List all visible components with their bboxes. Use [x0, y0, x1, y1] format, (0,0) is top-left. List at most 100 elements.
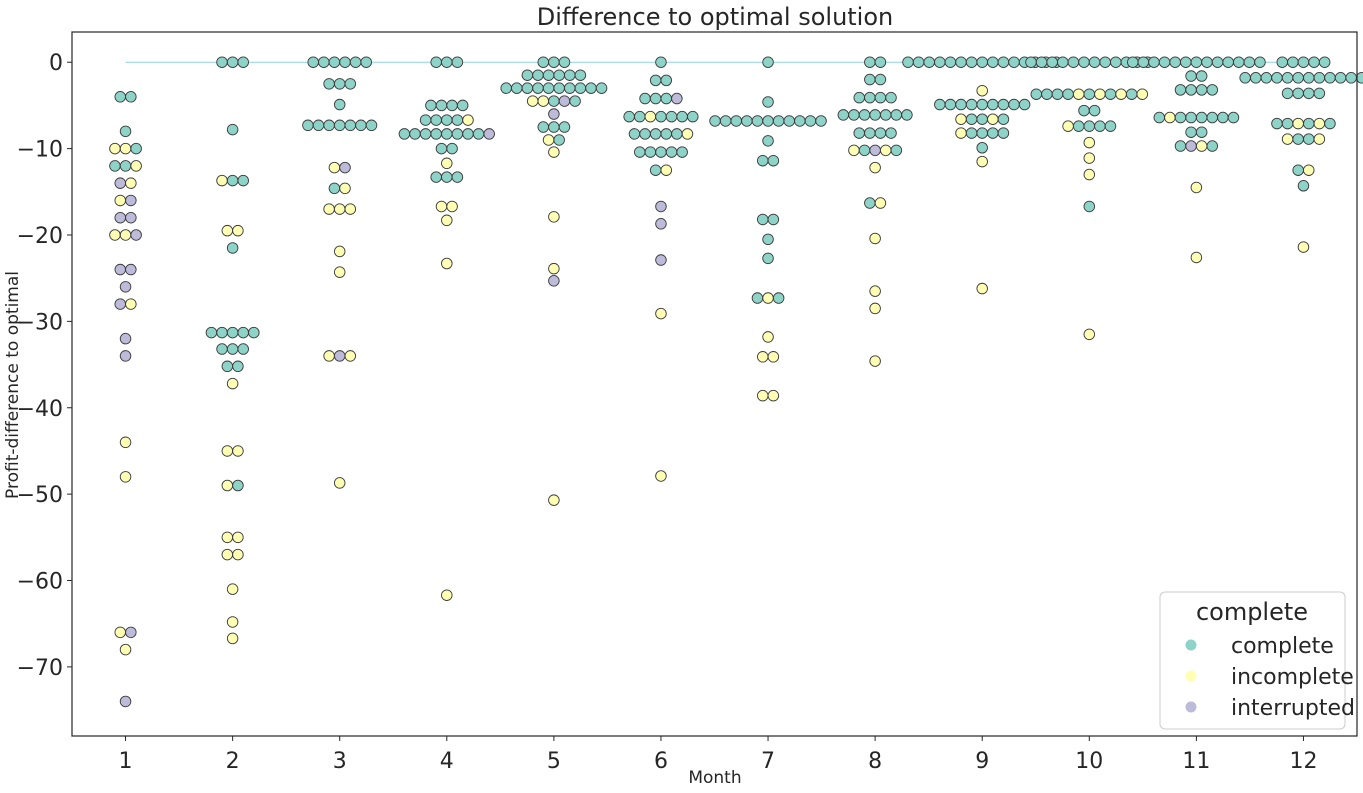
- data-point-complete: [419, 114, 432, 126]
- data-point-complete: [205, 326, 218, 339]
- data-point-interrupted: [655, 218, 667, 230]
- data-point-complete: [987, 98, 999, 111]
- x-tick-label: 2: [226, 749, 240, 774]
- legend-label-incomplete: incomplete: [1231, 665, 1354, 690]
- data-point-complete: [1185, 126, 1197, 138]
- data-point-complete: [1088, 104, 1101, 117]
- data-point-complete: [1062, 88, 1074, 100]
- data-point-incomplete: [1094, 88, 1106, 100]
- data-point-interrupted: [339, 161, 351, 174]
- data-point-complete: [1276, 56, 1289, 68]
- data-point-complete: [1206, 84, 1219, 96]
- data-point-complete: [869, 109, 881, 121]
- data-point-complete: [500, 82, 512, 94]
- data-point-complete: [1233, 56, 1245, 68]
- data-point-incomplete: [869, 302, 881, 315]
- data-point-incomplete: [848, 144, 860, 157]
- y-tick-label: −40: [17, 397, 63, 422]
- data-point-incomplete: [221, 224, 234, 237]
- data-point-interrupted: [125, 211, 137, 224]
- data-point-complete: [762, 56, 774, 68]
- data-point-complete: [772, 292, 785, 304]
- data-point-complete: [451, 128, 464, 140]
- data-point-complete: [130, 142, 142, 155]
- data-point-complete: [355, 119, 367, 132]
- data-point-complete: [226, 123, 239, 136]
- data-point-incomplete: [548, 211, 560, 223]
- data-point-complete: [885, 91, 897, 104]
- data-point-complete: [874, 91, 887, 104]
- data-point-complete: [1292, 87, 1304, 100]
- data-point-complete: [741, 115, 753, 127]
- data-point-incomplete: [526, 95, 539, 107]
- data-point-incomplete: [119, 643, 132, 656]
- data-point-complete: [901, 109, 913, 121]
- data-point-incomplete: [542, 134, 555, 146]
- data-point-complete: [997, 98, 1010, 111]
- x-tick-label: 11: [1182, 749, 1210, 774]
- data-point-complete: [1318, 56, 1331, 68]
- data-point-interrupted: [119, 281, 132, 293]
- legend-title: complete: [1196, 598, 1308, 626]
- data-point-complete: [1078, 104, 1090, 117]
- data-point-complete: [1195, 70, 1208, 82]
- data-point-complete: [923, 56, 935, 68]
- data-point-complete: [1303, 133, 1315, 145]
- data-point-complete: [1254, 56, 1266, 68]
- data-point-incomplete: [119, 471, 132, 483]
- data-point-complete: [553, 82, 565, 94]
- y-axis-ticks: 0 −10 −20 −30 −40 −50 −60 −70: [17, 51, 72, 681]
- data-point-incomplete: [441, 589, 453, 601]
- data-point-incomplete: [548, 494, 560, 506]
- data-point-interrupted: [114, 177, 126, 189]
- data-point-complete: [328, 182, 341, 195]
- data-point-complete: [660, 128, 673, 140]
- data-point-complete: [1057, 56, 1069, 68]
- data-point-incomplete: [441, 214, 453, 227]
- data-point-complete: [848, 109, 860, 121]
- data-point-incomplete: [976, 282, 988, 295]
- data-point-complete: [1345, 72, 1357, 84]
- data-point-complete: [858, 109, 871, 121]
- data-point-complete: [853, 91, 865, 104]
- y-tick-label: −50: [17, 483, 63, 508]
- data-point-complete: [890, 109, 903, 121]
- data-point-complete: [783, 115, 795, 127]
- plot-frame: [71, 31, 1358, 737]
- data-point-complete: [537, 121, 550, 133]
- data-point-complete: [709, 115, 721, 127]
- data-point-complete: [997, 127, 1010, 139]
- data-point-incomplete: [869, 161, 881, 174]
- data-point-complete: [333, 78, 346, 90]
- x-tick-label: 5: [547, 749, 561, 774]
- data-point-complete: [762, 115, 774, 127]
- data-point-complete: [762, 233, 774, 246]
- data-point-complete: [1099, 56, 1111, 68]
- data-point-incomplete: [221, 548, 234, 561]
- data-point-complete: [1217, 111, 1229, 124]
- data-point-complete: [430, 114, 442, 126]
- data-point-incomplete: [644, 110, 657, 123]
- data-point-interrupted: [125, 626, 137, 639]
- x-axis-ticks: 1 2 3 4 5 6 7 8 9 10 11 12: [119, 736, 1317, 774]
- data-point-complete: [511, 82, 523, 94]
- data-point-complete: [772, 115, 785, 127]
- data-point-incomplete: [869, 355, 881, 367]
- data-point-complete: [564, 82, 576, 94]
- data-point-incomplete: [1313, 133, 1326, 145]
- x-tick-label: 9: [975, 749, 989, 774]
- data-point-complete: [1292, 133, 1304, 145]
- data-point-incomplete: [119, 142, 132, 155]
- data-point-complete: [365, 119, 378, 132]
- data-point-incomplete: [1164, 111, 1176, 124]
- data-point-complete: [794, 115, 806, 127]
- data-point-incomplete: [1292, 117, 1304, 130]
- data-point-complete: [762, 96, 774, 108]
- data-point-complete: [1271, 117, 1283, 130]
- data-point-complete: [660, 74, 673, 87]
- data-point-incomplete: [232, 445, 244, 457]
- data-point-complete: [649, 92, 662, 105]
- data-point-complete: [1110, 56, 1122, 68]
- data-point-complete: [934, 56, 946, 68]
- data-point-incomplete: [955, 113, 967, 125]
